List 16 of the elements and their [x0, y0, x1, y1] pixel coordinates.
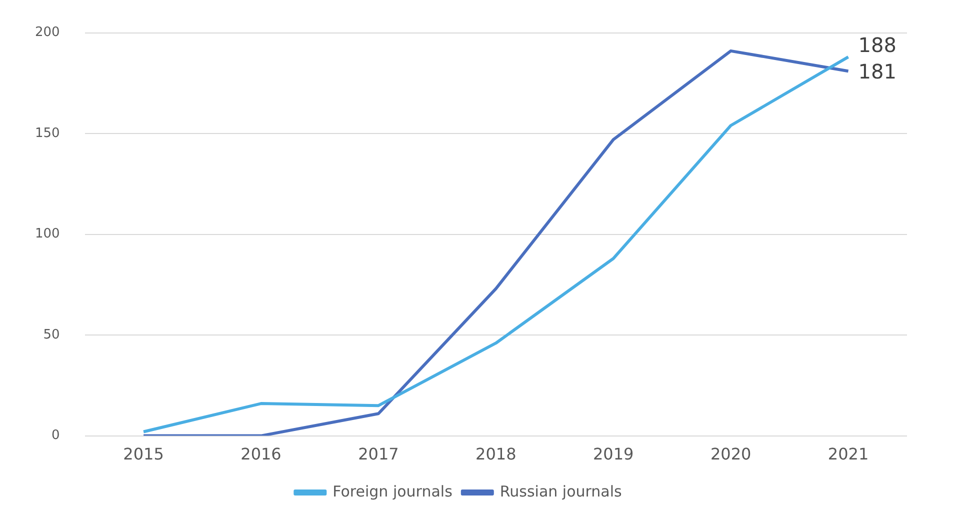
- x-tick-label: 2019: [593, 444, 634, 464]
- x-tick-label: 2021: [828, 444, 869, 464]
- legend-label: Russian journals: [500, 482, 622, 500]
- y-tick-label: 200: [34, 25, 60, 40]
- y-tick-label: 50: [43, 327, 60, 342]
- data-label: 181: [858, 59, 896, 84]
- x-tick-label: 2017: [358, 444, 399, 464]
- x-tick-label: 2020: [710, 444, 752, 464]
- y-tick-label: 150: [34, 126, 60, 141]
- y-tick-label: 100: [34, 226, 60, 242]
- x-tick-label: 2015: [123, 444, 164, 464]
- x-tick-label: 2016: [240, 444, 282, 464]
- data-label: 188: [858, 33, 896, 58]
- legend-label: Foreign journals: [332, 482, 453, 500]
- x-tick-label: 2018: [476, 444, 516, 464]
- y-tick-label: 0: [52, 428, 60, 444]
